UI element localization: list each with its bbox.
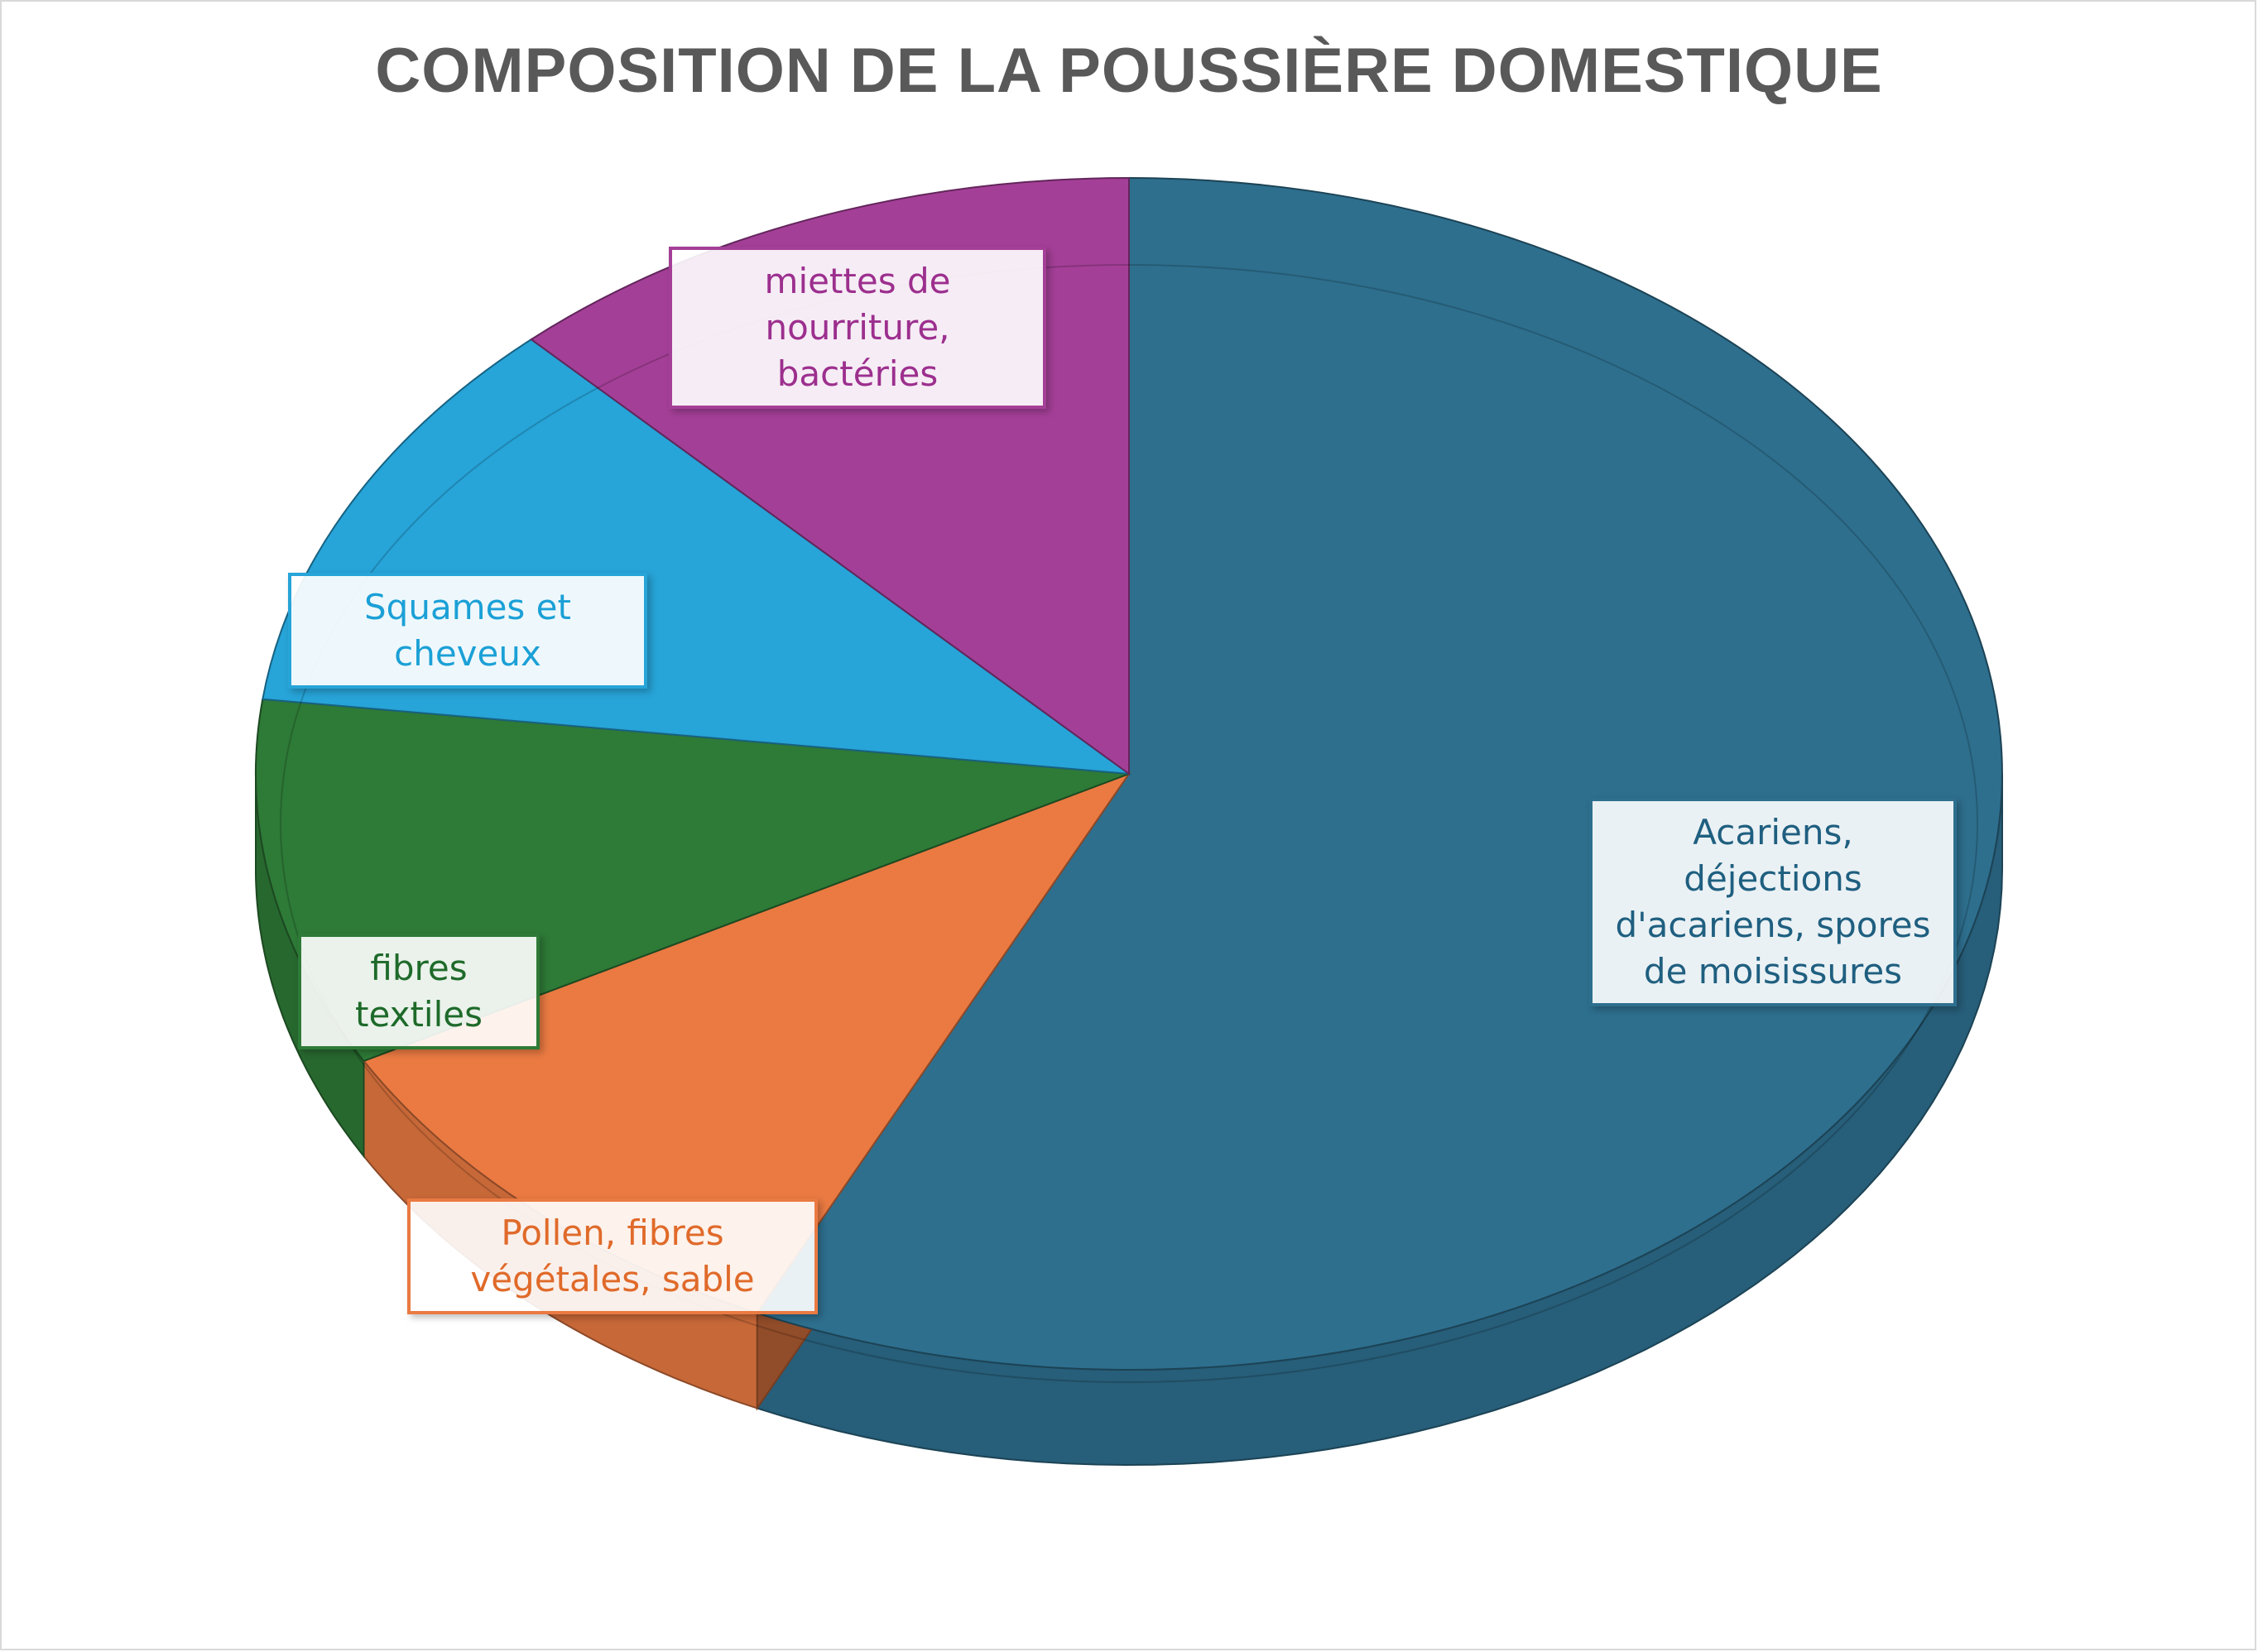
pie-bevel-ring bbox=[280, 264, 1978, 1383]
data-label-acariens: Acariens, déjections d'acariens, spores … bbox=[1589, 798, 1957, 1006]
data-label-squames: Squames et cheveux bbox=[288, 573, 647, 689]
data-label-miettes: miettes de nourriture, bactéries bbox=[669, 247, 1046, 409]
pie-slice-0 bbox=[756, 176, 2003, 1371]
chart-title: COMPOSITION DE LA POUSSIÈRE DOMESTIQUE bbox=[375, 36, 1883, 106]
data-label-pollen: Pollen, fibres végétales, sable bbox=[407, 1198, 818, 1314]
data-label-fibres-textiles: fibres textiles bbox=[298, 934, 540, 1049]
